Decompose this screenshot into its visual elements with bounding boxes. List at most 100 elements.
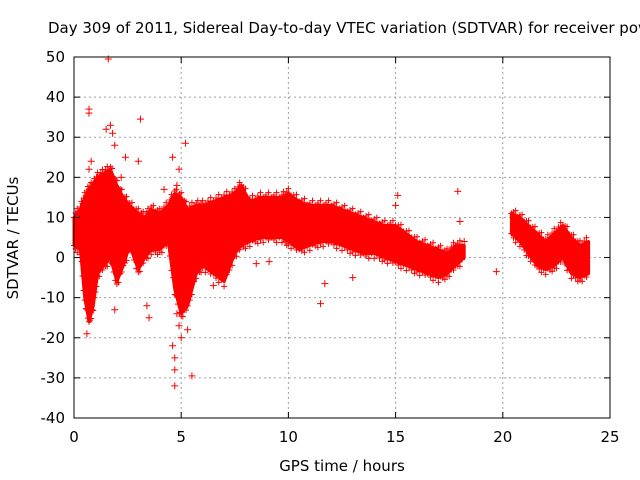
data-point-edge: [128, 199, 135, 206]
data-point-edge: [355, 210, 362, 217]
data-point-edge: [133, 265, 140, 272]
data-point-edge: [112, 277, 119, 284]
data-point-edge: [260, 239, 267, 246]
data-point-edge: [559, 254, 566, 261]
data-point-edge: [92, 178, 99, 185]
data-point-edge: [344, 246, 351, 253]
data-point-edge: [546, 234, 553, 241]
data-point-edge: [90, 307, 97, 314]
data-point-outlier: [85, 165, 93, 173]
data-point-edge: [450, 266, 457, 273]
data-point-outlier: [171, 354, 179, 362]
data-point-edge: [285, 185, 292, 192]
data-point-edge: [96, 273, 103, 280]
data-point-edge: [109, 260, 116, 267]
data-point-edge: [252, 196, 259, 203]
data-point-edge: [349, 248, 356, 255]
data-point-edge: [285, 240, 292, 247]
data-point-edge: [118, 268, 125, 275]
data-point-edge: [309, 197, 316, 204]
data-point-outlier: [171, 366, 179, 374]
data-point-edge: [282, 238, 289, 245]
data-point-edge: [384, 260, 391, 267]
data-point-edge: [376, 220, 383, 227]
data-point-edge: [330, 241, 337, 248]
data-point-edge: [416, 239, 423, 246]
data-point-edge: [341, 202, 348, 209]
data-point-edge: [531, 223, 538, 230]
data-point-edge: [96, 173, 103, 180]
data-point-edge: [395, 261, 402, 268]
data-point-edge: [542, 236, 549, 243]
data-point-edge: [360, 214, 367, 221]
data-point-edge: [179, 313, 186, 320]
data-point-edge: [529, 256, 536, 263]
y-tick-label: 40: [46, 88, 65, 106]
data-point-edge: [135, 205, 142, 212]
data-point-edge: [561, 260, 568, 267]
data-point-edge: [365, 211, 372, 218]
data-point-edge: [83, 306, 90, 313]
data-point-edge: [158, 208, 165, 215]
data-point-edge: [249, 237, 256, 244]
data-point-edge: [293, 191, 300, 198]
data-point-edge: [333, 199, 340, 206]
data-point-edge: [355, 248, 362, 255]
data-point-edge: [392, 258, 399, 265]
data-point-edge: [254, 240, 261, 247]
data-point-edge: [75, 208, 82, 215]
x-tick-label: 0: [69, 428, 79, 446]
data-point-edge: [330, 201, 337, 208]
data-point-edge: [510, 234, 517, 241]
data-point-edge: [336, 205, 343, 212]
data-point-edge: [363, 213, 370, 220]
data-point-edge: [389, 259, 396, 266]
data-point-edge: [424, 242, 431, 249]
data-point-edge: [163, 242, 170, 249]
data-point-outlier: [121, 153, 129, 161]
data-point-edge: [371, 255, 378, 262]
data-point-outlier: [317, 300, 325, 308]
y-tick-label: 20: [46, 168, 65, 186]
data-point-edge: [557, 258, 564, 265]
data-point-outlier: [136, 115, 144, 123]
data-point-edge: [427, 241, 434, 248]
data-point-edge: [252, 238, 259, 245]
data-point-edge: [143, 210, 150, 217]
data-point-edge: [389, 217, 396, 224]
data-point-edge: [205, 197, 211, 204]
data-point-edge: [298, 247, 305, 254]
data-point-edge: [406, 227, 412, 234]
y-tick-label: -30: [41, 369, 66, 387]
data-point-outlier: [188, 372, 196, 380]
data-point-edge: [205, 266, 211, 273]
data-point-edge: [109, 165, 116, 172]
data-point-edge: [414, 268, 421, 275]
data-point-edge: [128, 248, 135, 255]
data-point-edge: [456, 263, 463, 270]
data-point-edge: [387, 256, 394, 263]
data-point-edge: [170, 274, 177, 281]
data-point-edge: [148, 251, 155, 258]
data-point-edge: [93, 283, 100, 290]
data-point-edge: [525, 252, 532, 259]
data-point-outlier: [209, 282, 217, 290]
data-point-edge: [213, 194, 220, 201]
data-point-edge: [210, 198, 217, 205]
data-point-edge: [141, 214, 148, 221]
data-point-edge: [184, 206, 191, 213]
data-point-edge: [140, 208, 147, 215]
data-point-edge: [235, 183, 242, 190]
data-point-edge: [512, 207, 519, 214]
data-point-edge: [77, 204, 84, 211]
data-point-edge: [357, 208, 364, 215]
data-point-edge: [538, 229, 545, 236]
data-point-edge: [437, 242, 444, 249]
data-point-edge: [118, 186, 125, 193]
data-point-edge: [75, 245, 82, 252]
data-point-edge: [414, 233, 421, 240]
data-point-edge: [435, 279, 442, 286]
data-point-edge: [244, 239, 251, 246]
data-point-outlier: [169, 342, 177, 350]
